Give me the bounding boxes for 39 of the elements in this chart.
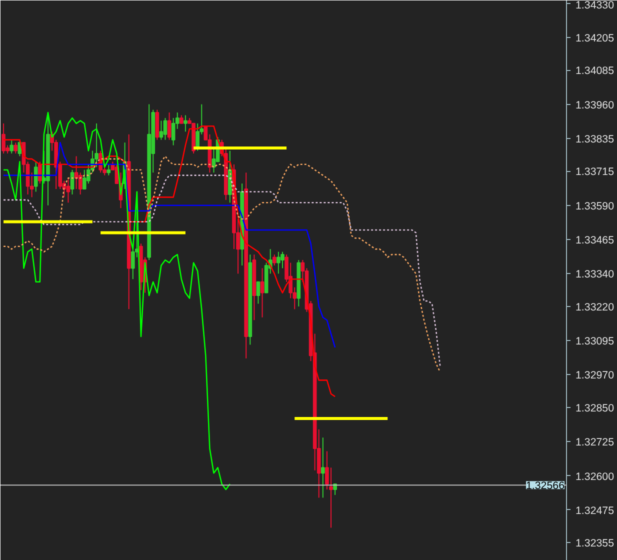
y-tick-label: 1.33835 [576,133,614,146]
y-tick-label: 1.33095 [576,336,614,348]
line-series [2,142,336,348]
y-tick-label: 1.33715 [576,166,614,178]
y-tick-label: 1.33960 [576,99,614,112]
y-tick-label: 1.33590 [576,200,614,212]
y-tick-label: 1.34085 [576,65,614,78]
candlestick [321,437,325,498]
candlestick [38,161,42,184]
line-series [2,112,231,490]
y-tick-label: 1.33340 [576,268,614,281]
candlestick [10,139,14,154]
candlestick [14,142,18,154]
line-series [2,126,336,398]
candlestick [260,268,264,318]
y-tick-label: 1.32600 [576,470,614,483]
candlestick [159,120,164,140]
candlestick [276,251,280,274]
candlestick [34,161,38,192]
ref-line-label: 1.32566 [526,480,565,492]
y-tick-label: 1.32475 [576,504,614,517]
candlestick [256,281,260,304]
candlestick [171,117,176,146]
y-tick-label: 1.33465 [576,234,614,247]
candlestick [163,117,168,140]
y-tick-label: 1.32355 [576,538,614,550]
candlestick [2,122,6,154]
candlestick [106,164,111,176]
candlestick [184,114,188,132]
candlestick [272,254,276,266]
y-tick-label: 1.33220 [576,301,614,314]
y-tick-label: 1.34330 [576,0,614,12]
candlestick [82,169,86,190]
candlestick [167,112,172,140]
candlestick [70,169,74,195]
y-tick-label: 1.32725 [576,436,614,449]
y-tick-label: 1.32970 [576,370,614,382]
y-tick-label: 1.34205 [576,32,614,44]
y-tick-label: 1.32850 [576,402,614,415]
